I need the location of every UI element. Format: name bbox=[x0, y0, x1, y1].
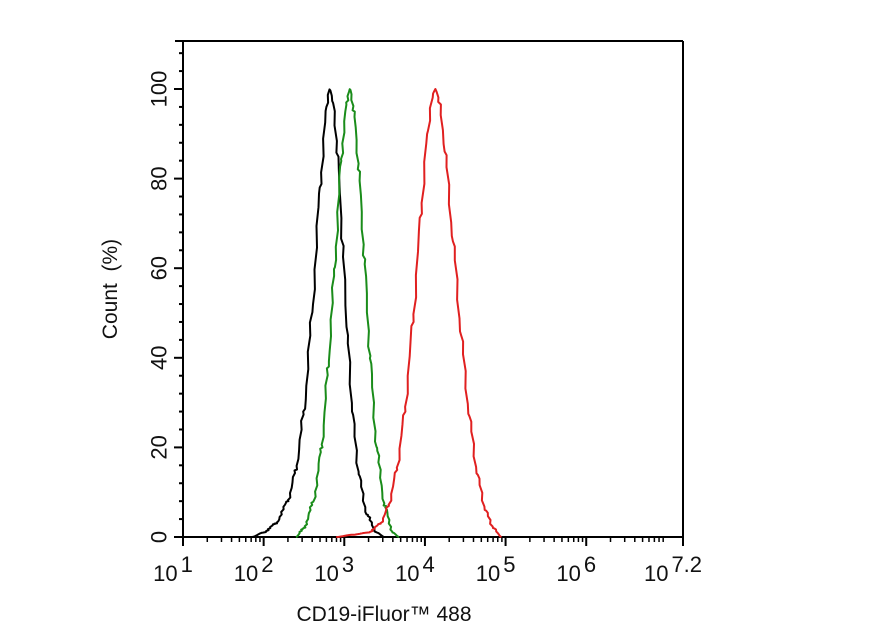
x-axis-title: CD19-iFluor™ 488 bbox=[296, 603, 471, 626]
x-tick-label: 10 4 bbox=[395, 552, 435, 586]
y-axis: 0 20 40 60 80 100 bbox=[147, 52, 183, 543]
x-tick-label: 10 1 bbox=[153, 552, 193, 586]
histogram-curve-black bbox=[251, 88, 385, 538]
y-tick-label: 100 bbox=[147, 71, 172, 108]
x-axis: 10 1 10 2 10 3 10 4 10 5 10 6 10 7.2 bbox=[153, 537, 702, 586]
histogram-curve-red bbox=[336, 88, 502, 538]
histogram-curves bbox=[251, 88, 502, 538]
x-tick-label: 10 7.2 bbox=[644, 552, 702, 586]
x-tick-label: 10 3 bbox=[314, 552, 354, 586]
x-tick-label: 10 5 bbox=[476, 552, 516, 586]
y-axis-title: Count (%) bbox=[99, 239, 122, 339]
x-tick-label: 10 2 bbox=[234, 552, 274, 586]
histogram-curve-green bbox=[295, 88, 400, 538]
x-tick-label: 10 6 bbox=[556, 552, 596, 586]
y-tick-label: 80 bbox=[147, 166, 172, 190]
y-tick-label: 60 bbox=[147, 256, 172, 280]
plot-frame bbox=[175, 40, 684, 545]
y-tick-label: 20 bbox=[147, 435, 172, 459]
y-tick-label: 40 bbox=[147, 346, 172, 370]
y-tick-label: 0 bbox=[147, 531, 172, 543]
